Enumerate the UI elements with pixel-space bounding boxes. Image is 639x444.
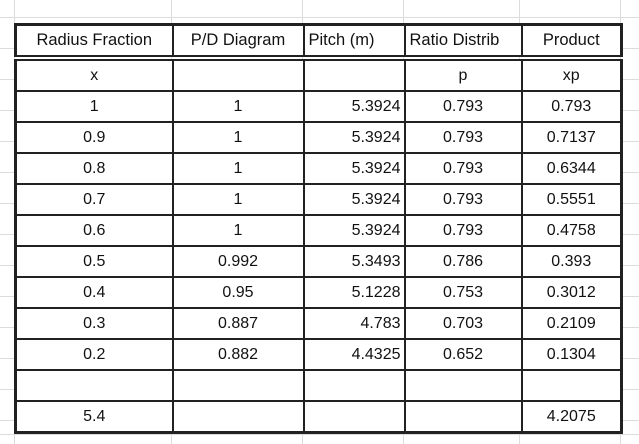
cell[interactable]: 5.1228: [302, 276, 406, 309]
cell[interactable]: 0.3: [14, 307, 174, 340]
cell[interactable]: 4.783: [302, 307, 406, 340]
cell[interactable]: [14, 369, 174, 402]
cell[interactable]: 0.8: [14, 152, 174, 185]
table-row: 0.7 1 5.3924 0.793 0.5551: [14, 183, 623, 216]
cell-total-xp[interactable]: 4.2075: [520, 400, 623, 434]
table-subheader-row: x p xp: [14, 57, 623, 92]
cell[interactable]: p: [403, 57, 523, 92]
cell[interactable]: 5.3924: [302, 121, 406, 154]
header-product[interactable]: Product: [520, 23, 623, 61]
cell[interactable]: 0.992: [171, 245, 305, 278]
cell[interactable]: 4.4325: [302, 338, 406, 371]
cell[interactable]: x: [14, 57, 174, 92]
cell[interactable]: [302, 369, 406, 402]
cell[interactable]: 5.3924: [302, 214, 406, 247]
cell[interactable]: 5.3924: [302, 183, 406, 216]
table-row: 1 1 5.3924 0.793 0.793: [14, 90, 623, 123]
cell[interactable]: 1: [171, 183, 305, 216]
cell[interactable]: [171, 369, 305, 402]
table-row: 0.2 0.882 4.4325 0.652 0.1304: [14, 338, 623, 371]
cell[interactable]: 0.95: [171, 276, 305, 309]
cell[interactable]: 0.703: [403, 307, 523, 340]
data-table: Radius Fraction P/D Diagram Pitch (m) Ra…: [14, 23, 623, 434]
table-row: 0.6 1 5.3924 0.793 0.4758: [14, 214, 623, 247]
cell[interactable]: 0.887: [171, 307, 305, 340]
cell[interactable]: [403, 400, 523, 434]
cell[interactable]: [302, 400, 406, 434]
table-row: 0.4 0.95 5.1228 0.753 0.3012: [14, 276, 623, 309]
cell[interactable]: [171, 57, 305, 92]
table-row: 0.3 0.887 4.783 0.703 0.2109: [14, 307, 623, 340]
cell[interactable]: 0.793: [403, 214, 523, 247]
cell[interactable]: 0.3012: [520, 276, 623, 309]
cell[interactable]: 1: [171, 214, 305, 247]
cell[interactable]: 0.1304: [520, 338, 623, 371]
header-ratio-distrib[interactable]: Ratio Distrib: [403, 23, 523, 61]
cell[interactable]: 1: [171, 152, 305, 185]
cell[interactable]: xp: [520, 57, 623, 92]
cell[interactable]: 0.793: [403, 183, 523, 216]
cell[interactable]: 0.793: [520, 90, 623, 123]
cell[interactable]: [171, 400, 305, 434]
cell[interactable]: 5.3924: [302, 152, 406, 185]
cell[interactable]: 0.5: [14, 245, 174, 278]
table-empty-row: [14, 369, 623, 402]
cell[interactable]: 0.793: [403, 121, 523, 154]
cell[interactable]: 0.793: [403, 90, 523, 123]
cell[interactable]: [520, 369, 623, 402]
cell[interactable]: 0.5551: [520, 183, 623, 216]
table-row: 0.8 1 5.3924 0.793 0.6344: [14, 152, 623, 185]
cell[interactable]: [302, 57, 406, 92]
table-total-row: 5.4 4.2075: [14, 400, 623, 434]
header-radius-fraction[interactable]: Radius Fraction: [14, 23, 174, 61]
cell[interactable]: 5.3493: [302, 245, 406, 278]
cell[interactable]: 0.2: [14, 338, 174, 371]
table-row: 0.9 1 5.3924 0.793 0.7137: [14, 121, 623, 154]
cell[interactable]: 0.6344: [520, 152, 623, 185]
cell[interactable]: 0.4: [14, 276, 174, 309]
cell[interactable]: 1: [171, 121, 305, 154]
cell[interactable]: 0.9: [14, 121, 174, 154]
cell[interactable]: 0.4758: [520, 214, 623, 247]
cell[interactable]: 1: [171, 90, 305, 123]
cell[interactable]: 0.793: [403, 152, 523, 185]
cell[interactable]: 0.786: [403, 245, 523, 278]
header-pitch[interactable]: Pitch (m): [302, 23, 406, 61]
gridline-horizontal: [0, 434, 639, 435]
cell[interactable]: 5.3924: [302, 90, 406, 123]
table-row: 0.5 0.992 5.3493 0.786 0.393: [14, 245, 623, 278]
gridline-horizontal: [0, 17, 639, 18]
cell[interactable]: 0.7: [14, 183, 174, 216]
header-pd-diagram[interactable]: P/D Diagram: [171, 23, 305, 61]
cell[interactable]: 0.652: [403, 338, 523, 371]
cell[interactable]: 0.7137: [520, 121, 623, 154]
cell-total-x[interactable]: 5.4: [14, 400, 174, 434]
table-header-row: Radius Fraction P/D Diagram Pitch (m) Ra…: [14, 23, 623, 61]
cell[interactable]: 0.753: [403, 276, 523, 309]
cell[interactable]: 0.882: [171, 338, 305, 371]
cell[interactable]: 0.6: [14, 214, 174, 247]
cell[interactable]: 1: [14, 90, 174, 123]
cell[interactable]: 0.2109: [520, 307, 623, 340]
cell[interactable]: 0.393: [520, 245, 623, 278]
cell[interactable]: [403, 369, 523, 402]
